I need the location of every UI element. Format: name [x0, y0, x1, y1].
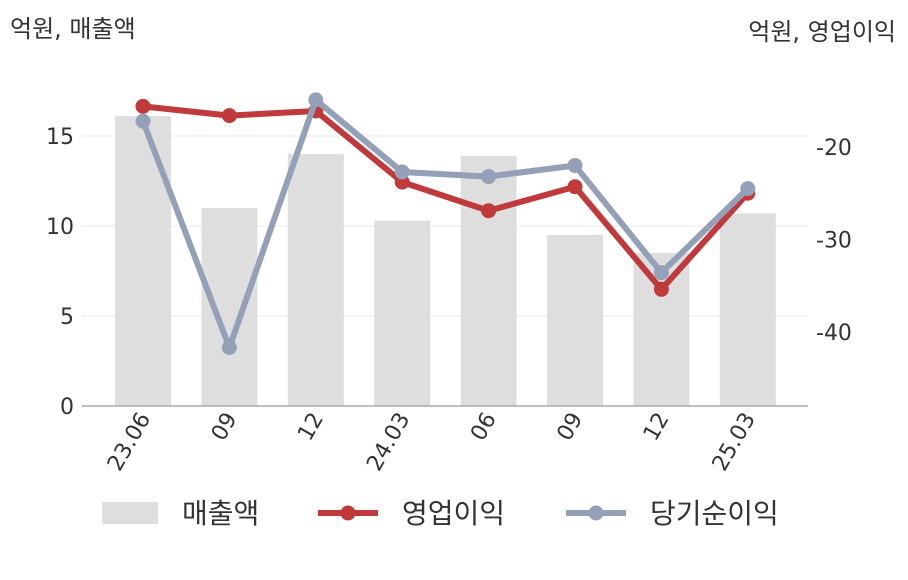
data-point — [221, 108, 237, 124]
line-series — [135, 92, 756, 356]
bar — [547, 235, 603, 406]
series-line — [140, 103, 751, 293]
x-tick-label: 09 — [553, 409, 589, 446]
data-point — [394, 164, 410, 180]
legend-label: 매출액 — [182, 497, 259, 530]
bar — [374, 220, 431, 406]
bar — [287, 154, 344, 406]
bar — [460, 155, 517, 406]
legend-marker — [340, 505, 356, 521]
legend: 매출액 영업이익 당기순이익 — [102, 497, 779, 530]
series-line — [140, 96, 751, 351]
legend-marker — [588, 505, 604, 521]
x-tick-label: 09 — [207, 409, 243, 446]
data-point — [740, 181, 756, 197]
data-point — [481, 169, 497, 185]
x-tick-label: 25.03 — [708, 409, 761, 476]
right-axis-label: 억원, 영업이익 — [748, 18, 896, 46]
data-point — [653, 281, 669, 297]
data-point — [481, 203, 497, 219]
left-tick-label: 15 — [46, 125, 74, 150]
x-tick-label: 06 — [466, 408, 502, 445]
gridlines — [82, 135, 808, 317]
bar — [115, 116, 171, 406]
bar — [201, 208, 258, 406]
x-tick-label: 24.03 — [362, 409, 415, 476]
left-tick-label: 0 — [60, 395, 74, 420]
x-tick-label: 23.06 — [103, 409, 156, 476]
right-tick-label: -40 — [816, 321, 852, 346]
legend-swatch — [102, 502, 158, 524]
data-point — [567, 157, 583, 173]
x-tick-label: 12 — [639, 409, 675, 446]
bar — [719, 213, 776, 406]
legend-label: 영업이익 — [402, 497, 505, 530]
left-tick-label: 5 — [60, 305, 74, 330]
right-tick-label: -30 — [816, 228, 852, 253]
x-tick-label: 12 — [293, 409, 329, 446]
left-tick-label: 10 — [46, 215, 74, 240]
data-point — [653, 265, 669, 281]
data-point — [567, 179, 583, 195]
legend-label: 당기순이익 — [650, 497, 779, 530]
data-point — [135, 98, 151, 114]
data-point — [308, 92, 324, 108]
left-axis-label: 억원, 매출액 — [10, 15, 136, 43]
data-point — [221, 340, 237, 356]
right-tick-label: -20 — [816, 136, 852, 161]
data-point — [135, 113, 151, 129]
